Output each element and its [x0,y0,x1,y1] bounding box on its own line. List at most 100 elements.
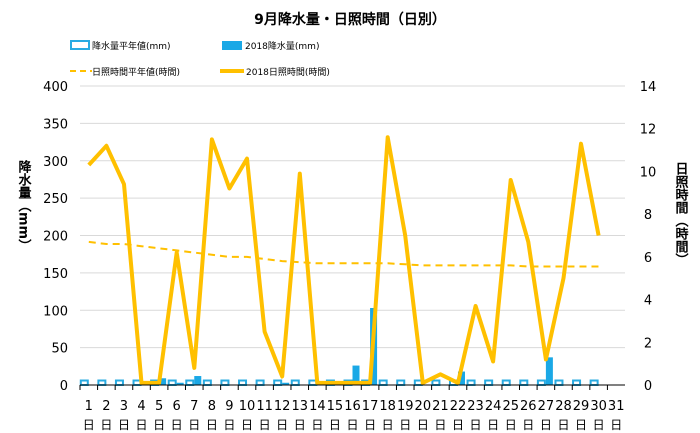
x-tick-day-suffix: 日 [470,418,482,432]
x-tick-label: 14 [309,399,326,414]
x-tick-day-suffix: 日 [153,418,165,432]
x-tick-label: 15 [327,399,344,414]
x-tick-day-suffix: 日 [540,418,552,432]
precip-normal-bar [290,379,300,387]
y-right-tick-label: 2 [644,336,652,351]
y-right-tick-label: 14 [640,80,657,95]
y-axis-right-ticks: 0 2 4 6 8 10 12 14 [640,80,657,394]
precip-normal-bar [396,379,406,387]
y-axis-left-ticks: 0 50 100 150 200 250 300 350 400 [43,80,68,394]
x-tick-label: 28 [555,399,572,414]
precip-normal-bar [97,379,107,387]
x-tick-label: 13 [291,399,308,414]
precip-normal-bar [202,379,212,387]
x-tick-day-suffix: 日 [171,418,183,432]
y-left-tick-label: 350 [43,117,68,132]
x-tick-label: 27 [538,399,555,414]
x-tick-label: 4 [137,399,145,414]
x-tick-day-suffix: 日 [346,418,358,432]
y-axis-right-title: 日照時間（時間） [673,162,690,266]
x-tick-day-suffix: 日 [206,418,218,432]
legend-label-precip-2018: 2018降水量(mm) [245,40,319,52]
precip-normal-bar [220,379,230,387]
x-tick-label: 1 [85,399,93,414]
precip-normal-bar [273,379,283,387]
precip-normal-bar [466,379,476,387]
precip-2018-bar [457,371,465,385]
y-right-tick-label: 12 [640,123,657,138]
x-tick-day-suffix: 日 [575,418,587,432]
y-left-tick-label: 50 [51,342,68,357]
x-tick-day-suffix: 日 [364,418,376,432]
chart-title: 9月降水量・日照時間（日別） [254,11,446,28]
x-tick-label: 30 [590,399,607,414]
x-tick-day-suffix: 日 [276,418,288,432]
precip-normal-bar [554,379,564,387]
precip-normal-bar [79,379,89,387]
x-tick-label: 5 [155,399,163,414]
precip-normal-bar [238,379,248,387]
x-tick-day-suffix: 日 [399,418,411,432]
sun-2018-line [87,135,601,385]
precip-2018-bar [352,365,360,385]
x-tick-day-suffix: 日 [259,418,271,432]
y-left-tick-label: 300 [43,155,68,170]
x-tick-day-suffix: 日 [136,418,148,432]
x-tick-label: 25 [502,399,519,414]
precip-2018-bar [159,378,167,385]
x-tick-label: 17 [362,399,379,414]
y-right-tick-label: 10 [640,165,657,180]
y-right-tick-label: 6 [644,251,652,266]
y-left-tick-label: 200 [43,230,68,245]
x-tick-label: 7 [190,399,198,414]
precip-2018-bar [176,382,184,385]
x-tick-day-suffix: 日 [434,418,446,432]
x-tick-label: 18 [379,399,396,414]
precip-normal-bar [501,379,511,387]
x-tick-label: 10 [239,399,256,414]
x-tick-day-suffix: 日 [311,418,323,432]
x-tick-label: 8 [208,399,216,414]
x-tick-label: 31 [608,399,625,414]
precip-normal-bar [484,379,494,387]
precip-normal-bar [255,379,265,387]
x-tick-label: 9 [225,399,233,414]
precip-normal-bar [167,379,177,387]
y-right-tick-label: 4 [644,294,652,309]
legend-swatch-precip-normal [70,40,90,50]
precip-normal-bar [572,379,582,387]
legend-label-sun-normal: 日照時間平年値(時間) [92,66,180,78]
precip-normal-bar [185,379,195,387]
y-axis-left-title: 降水量（mm） [16,159,33,252]
y-left-tick-label: 100 [43,304,68,319]
precip-normal-bar [114,379,124,387]
precip-normal-bar [589,379,599,387]
y-right-tick-label: 8 [644,208,652,223]
x-tick-label: 11 [256,399,273,414]
x-tick-day-suffix: 日 [452,418,464,432]
x-tick-day-suffix: 日 [593,418,605,432]
x-tick-label: 12 [274,399,291,414]
x-tick-day-suffix: 日 [83,418,95,432]
x-tick-day-suffix: 日 [382,418,394,432]
x-tick-label: 2 [102,399,110,414]
sun-normal-line [88,240,599,268]
precip-normal-bar [536,379,546,387]
x-tick-day-suffix: 日 [487,418,499,432]
precip-normal-bar [378,379,388,387]
x-tick-label: 23 [467,399,484,414]
x-tick-day-suffix: 日 [557,418,569,432]
x-tick-label: 26 [520,399,537,414]
y-left-tick-label: 400 [43,80,68,95]
precip-normal-bar [519,379,529,387]
y-left-tick-label: 0 [60,379,68,394]
x-axis-ticks: 1日2日3日4日5日6日7日8日9日10日11日12日13日14日15日16日1… [79,385,625,432]
x-tick-day-suffix: 日 [417,418,429,432]
x-tick-day-suffix: 日 [100,418,112,432]
x-tick-label: 20 [415,399,432,414]
legend-label-sun-2018: 2018日照時間(時間) [246,67,330,78]
x-tick-label: 19 [397,399,414,414]
precip-2018-bar [545,357,553,385]
